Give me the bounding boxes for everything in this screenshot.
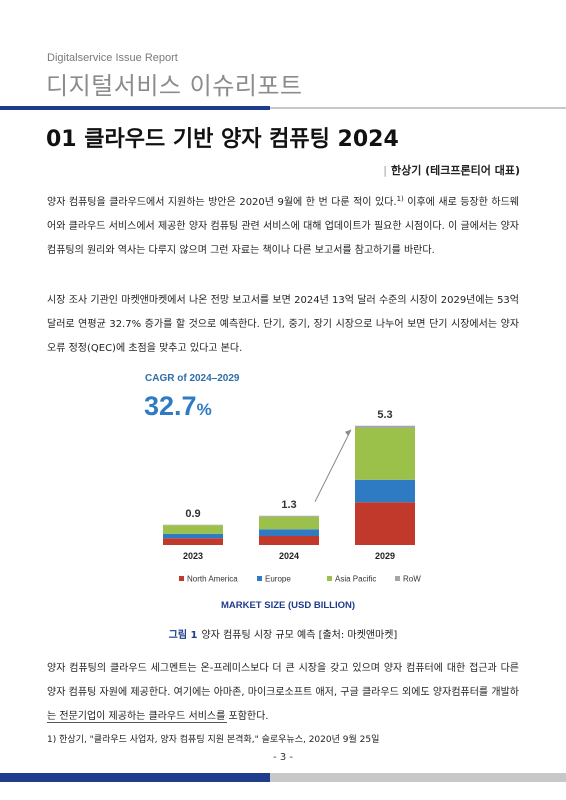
chart-bars: 0.9 2023 1.3 2024 5.3 2029: [163, 409, 415, 561]
bar-2024-north-america: [259, 536, 319, 545]
bar-2023-europe: [163, 533, 223, 539]
page-number: - 3 -: [273, 752, 293, 763]
paragraph-market: 시장 조사 기관인 마켓앤마켓에서 나온 전망 보고서를 보면 2024년 13…: [47, 295, 519, 354]
bar-2024-asia-pacific: [259, 516, 319, 530]
bar-2029-north-america: [355, 502, 415, 545]
footer-rule-blue: [0, 773, 270, 782]
bar-2029-row: [355, 425, 415, 428]
x-tick-label: 2023: [183, 551, 203, 561]
bar-total-label: 5.3: [377, 409, 392, 421]
x-tick-label: 2024: [279, 551, 299, 561]
paragraph-intro-main: 양자 컴퓨팅을 클라우드에서 지원하는 방안은 2020년 9월에 한 번 다룬…: [47, 197, 397, 208]
chart-x-axis-title: MARKET SIZE (USD BILLION): [221, 600, 355, 611]
author-name: 한상기 (테크프론티어 대표): [390, 164, 520, 177]
bar-total-label: 0.9: [185, 508, 200, 520]
bar-2024-europe: [259, 529, 319, 536]
cagr-label: CAGR of 2024–2029: [145, 373, 240, 384]
report-series-title: 디지털서비스 이슈리포트: [46, 72, 303, 100]
report-series-label: Digitalservice Issue Report: [47, 52, 178, 64]
bar-2023-north-america: [163, 538, 223, 545]
page-title: 01 클라우드 기반 양자 컴퓨팅 2024: [46, 127, 399, 152]
bar-2029-asia-pacific: [355, 428, 415, 480]
footnote-reference[interactable]: 1): [396, 195, 404, 203]
legend-label: Asia Pacific: [335, 575, 376, 584]
bar-total-label: 1.3: [281, 499, 296, 511]
footnote-divider: [47, 722, 227, 723]
cagr-unit: %: [197, 400, 212, 419]
cagr-value: 32.7%: [144, 391, 212, 421]
figure-label: 그림 1: [168, 630, 198, 641]
header-rule-gray: [270, 107, 566, 109]
legend-swatch-row: [395, 576, 400, 581]
author-divider: |: [383, 164, 387, 177]
figure-caption: 그림 1 양자 컴퓨팅 시장 규모 예측 [출처: 마켓앤마켓]: [0, 626, 566, 641]
footnote: 1) 한상기, "클라우드 사업자, 양자 컴퓨팅 지원 본격화," 슬로우뉴스…: [47, 735, 380, 745]
paragraph-intro-rest: 이후에 새로 등장한 하드웨어와 클라우드 서비스에서 제공한 양자 컴퓨팅 관…: [47, 197, 519, 256]
footer-rule-gray: [270, 773, 566, 782]
author-line: | 한상기 (테크프론티어 대표): [383, 162, 520, 178]
bar-2029-europe: [355, 479, 415, 503]
bar-2023-asia-pacific: [163, 525, 223, 534]
legend-swatch-north-america: [179, 576, 184, 581]
chart-legend: North America Europe Asia Pacific RoW: [179, 575, 421, 584]
legend-label: Europe: [265, 575, 291, 584]
header-rule-blue: [0, 106, 270, 110]
growth-trend-line: [314, 429, 352, 502]
bar-2024-row: [259, 515, 319, 517]
legend-swatch-europe: [257, 576, 262, 581]
paragraph-intro: 양자 컴퓨팅을 클라우드에서 지원하는 방안은 2020년 9월에 한 번 다룬…: [47, 191, 519, 263]
legend-label: North America: [187, 575, 238, 584]
legend-swatch-asia-pacific: [327, 576, 332, 581]
cagr-number: 32.7: [144, 391, 197, 421]
x-tick-label: 2029: [375, 551, 395, 561]
legend-label: RoW: [403, 575, 421, 584]
figure-caption-text: 양자 컴퓨팅 시장 규모 예측 [출처: 마켓앤마켓]: [201, 630, 398, 641]
growth-arrow-head: [345, 429, 351, 436]
paragraph-cloud: 양자 컴퓨팅의 클라우드 세그멘트는 온-프레미스보다 더 큰 시장을 갖고 있…: [47, 663, 519, 722]
market-size-chart: CAGR of 2024–2029 32.7% 0.9 2023 1.3 2024 5.…: [144, 373, 421, 611]
